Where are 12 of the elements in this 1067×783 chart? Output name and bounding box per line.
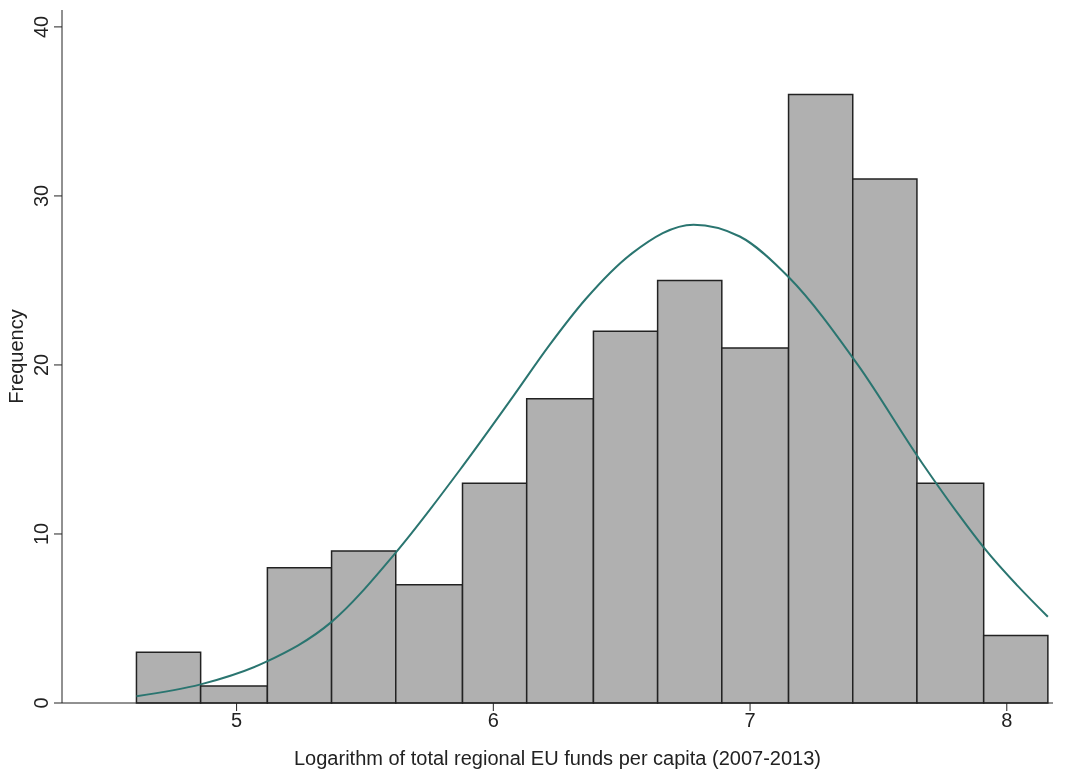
x-tick-label: 7 xyxy=(744,709,756,732)
line-series xyxy=(135,223,1049,698)
y-tick-label: 20 xyxy=(30,353,52,377)
x-axis-title: Logarithm of total regional EU funds per capita (2007-2013) xyxy=(294,747,821,769)
x-tick-label: 6 xyxy=(487,709,499,732)
y-tick-label: 0 xyxy=(30,697,52,709)
y-axis-title: Frequency xyxy=(5,309,28,404)
y-tick-label: 40 xyxy=(30,15,52,39)
y-tick-label: 10 xyxy=(30,522,52,546)
x-tick-label: 8 xyxy=(1001,709,1013,732)
x-tick-label: 5 xyxy=(231,709,243,732)
y-tick-label: 30 xyxy=(30,184,52,208)
